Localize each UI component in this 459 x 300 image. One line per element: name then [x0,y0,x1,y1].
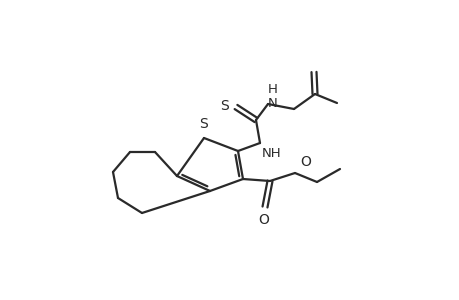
Text: S: S [220,99,229,113]
Text: H: H [268,83,277,96]
Text: N: N [268,97,277,110]
Text: O: O [258,213,269,227]
Text: NH: NH [262,147,281,160]
Text: S: S [199,117,208,131]
Text: O: O [299,155,310,169]
